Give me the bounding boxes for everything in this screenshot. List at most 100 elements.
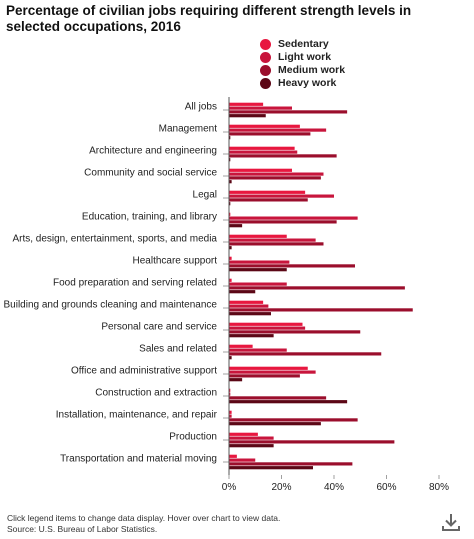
- bar-sedentary-building-and-grounds-cleaning-and-maintenance[interactable]: [229, 300, 264, 304]
- legend-label-sedentary: Sedentary: [278, 38, 329, 50]
- legend: Sedentary Light work Medium work Heavy w…: [260, 38, 345, 90]
- category-label-construction-and-extraction: Construction and extraction: [95, 388, 217, 399]
- bar-medium-work-architecture-and-engineering[interactable]: [229, 154, 337, 158]
- category-label-healthcare-support: Healthcare support: [133, 256, 218, 267]
- bar-light-work-education-training-and-library[interactable]: [229, 216, 358, 220]
- bar-medium-work-food-preparation-and-serving-related[interactable]: [229, 286, 405, 290]
- bar-light-work-building-and-grounds-cleaning-and-maintenance[interactable]: [229, 304, 269, 308]
- bar-heavy-work-transportation-and-material-moving[interactable]: [229, 466, 313, 470]
- bar-heavy-work-personal-care-and-service[interactable]: [229, 334, 274, 338]
- bar-heavy-work-construction-and-extraction[interactable]: [229, 400, 348, 404]
- bar-light-work-production[interactable]: [229, 436, 274, 440]
- bar-sedentary-production[interactable]: [229, 432, 258, 436]
- bar-heavy-work-food-preparation-and-serving-related[interactable]: [229, 290, 256, 294]
- bar-heavy-work-building-and-grounds-cleaning-and-maintenance[interactable]: [229, 312, 271, 316]
- bar-light-work-arts-design-entertainment-sports-and-media[interactable]: [229, 238, 316, 242]
- x-tick-label: 80%: [429, 482, 449, 493]
- category-label-production: Production: [169, 432, 217, 443]
- legend-label-medium-work: Medium work: [278, 64, 346, 76]
- bar-medium-work-education-training-and-library[interactable]: [229, 220, 337, 224]
- bar-sedentary-management[interactable]: [229, 124, 300, 128]
- bar-heavy-work-sales-and-related[interactable]: [229, 356, 232, 360]
- category-label-office-and-administrative-support: Office and administrative support: [71, 366, 217, 377]
- bar-sedentary-arts-design-entertainment-sports-and-media[interactable]: [229, 234, 287, 238]
- bar-heavy-work-office-and-administrative-support[interactable]: [229, 378, 243, 382]
- bar-light-work-healthcare-support[interactable]: [229, 260, 290, 264]
- bar-heavy-work-architecture-and-engineering[interactable]: [229, 158, 231, 162]
- bar-light-work-food-preparation-and-serving-related[interactable]: [229, 282, 287, 286]
- bar-medium-work-office-and-administrative-support[interactable]: [229, 374, 300, 378]
- category-label-installation-maintenance-and-repair: Installation, maintenance, and repair: [56, 410, 218, 421]
- bar-sedentary-construction-and-extraction[interactable]: [229, 388, 231, 392]
- category-label-transportation-and-material-moving: Transportation and material moving: [60, 454, 217, 465]
- x-tick-label: 0%: [222, 482, 237, 493]
- bar-medium-work-management[interactable]: [229, 132, 311, 136]
- bar-sedentary-all-jobs[interactable]: [229, 102, 264, 106]
- bar-medium-work-sales-and-related[interactable]: [229, 352, 382, 356]
- bar-light-work-management[interactable]: [229, 128, 327, 132]
- bar-medium-work-installation-maintenance-and-repair[interactable]: [229, 418, 358, 422]
- footer-source: Source: U.S. Bureau of Labor Statistics.: [7, 524, 158, 534]
- bar-light-work-architecture-and-engineering[interactable]: [229, 150, 298, 154]
- bar-light-work-sales-and-related[interactable]: [229, 348, 287, 352]
- category-label-food-preparation-and-serving-related: Food preparation and serving related: [53, 278, 217, 289]
- category-label-personal-care-and-service: Personal care and service: [101, 322, 217, 333]
- legend-swatch-heavy-work: [260, 77, 271, 89]
- legend-item-sedentary[interactable]: Sedentary: [260, 38, 345, 50]
- category-label-legal: Legal: [193, 190, 217, 201]
- legend-swatch-medium-work: [260, 64, 271, 76]
- x-tick-label: 40%: [324, 482, 344, 493]
- bar-light-work-transportation-and-material-moving[interactable]: [229, 458, 256, 462]
- category-label-all-jobs: All jobs: [185, 102, 217, 113]
- category-label-management: Management: [159, 124, 218, 135]
- bar-sedentary-installation-maintenance-and-repair[interactable]: [229, 410, 232, 414]
- bar-medium-work-community-and-social-service[interactable]: [229, 176, 321, 180]
- bar-sedentary-food-preparation-and-serving-related[interactable]: [229, 278, 232, 282]
- legend-item-heavy-work[interactable]: Heavy work: [260, 77, 345, 89]
- x-tick-label: 20%: [271, 482, 291, 493]
- bar-sedentary-education-training-and-library[interactable]: [229, 212, 231, 216]
- bar-light-work-community-and-social-service[interactable]: [229, 172, 324, 176]
- bar-light-work-all-jobs[interactable]: [229, 106, 292, 110]
- download-icon[interactable]: [440, 511, 462, 533]
- bar-heavy-work-community-and-social-service[interactable]: [229, 180, 232, 184]
- legend-item-medium-work[interactable]: Medium work: [260, 64, 345, 76]
- bar-heavy-work-legal[interactable]: [229, 202, 231, 206]
- bar-sedentary-personal-care-and-service[interactable]: [229, 322, 303, 326]
- legend-label-heavy-work: Heavy work: [278, 77, 337, 89]
- bar-medium-work-healthcare-support[interactable]: [229, 264, 355, 268]
- bar-heavy-work-management[interactable]: [229, 136, 231, 140]
- bar-light-work-personal-care-and-service[interactable]: [229, 326, 306, 330]
- category-label-arts-design-entertainment-sports-and-media: Arts, design, entertainment, sports, and…: [12, 234, 217, 245]
- bar-heavy-work-all-jobs[interactable]: [229, 114, 266, 118]
- bar-medium-work-construction-and-extraction[interactable]: [229, 396, 327, 400]
- bar-light-work-installation-maintenance-and-repair[interactable]: [229, 414, 232, 418]
- bar-sedentary-sales-and-related[interactable]: [229, 344, 253, 348]
- bar-sedentary-legal[interactable]: [229, 190, 306, 194]
- bar-heavy-work-installation-maintenance-and-repair[interactable]: [229, 422, 321, 426]
- bar-light-work-office-and-administrative-support[interactable]: [229, 370, 316, 374]
- bar-medium-work-personal-care-and-service[interactable]: [229, 330, 361, 334]
- bar-medium-work-legal[interactable]: [229, 198, 308, 202]
- bar-sedentary-healthcare-support[interactable]: [229, 256, 232, 260]
- bar-sedentary-office-and-administrative-support[interactable]: [229, 366, 308, 370]
- bar-medium-work-transportation-and-material-moving[interactable]: [229, 462, 353, 466]
- chart-title: Percentage of civilian jobs requiring di…: [6, 3, 412, 34]
- legend-item-light-work[interactable]: Light work: [260, 51, 345, 63]
- legend-label-light-work: Light work: [278, 51, 332, 63]
- bar-sedentary-transportation-and-material-moving[interactable]: [229, 454, 237, 458]
- bar-medium-work-building-and-grounds-cleaning-and-maintenance[interactable]: [229, 308, 413, 312]
- bar-medium-work-production[interactable]: [229, 440, 395, 444]
- bar-heavy-work-production[interactable]: [229, 444, 274, 448]
- bar-medium-work-all-jobs[interactable]: [229, 110, 348, 114]
- bar-sedentary-architecture-and-engineering[interactable]: [229, 146, 295, 150]
- bar-heavy-work-arts-design-entertainment-sports-and-media[interactable]: [229, 246, 232, 250]
- bar-light-work-legal[interactable]: [229, 194, 334, 198]
- bar-heavy-work-healthcare-support[interactable]: [229, 268, 287, 272]
- category-label-community-and-social-service: Community and social service: [84, 168, 217, 179]
- bar-heavy-work-education-training-and-library[interactable]: [229, 224, 243, 228]
- bar-light-work-construction-and-extraction[interactable]: [229, 392, 231, 396]
- bar-chart[interactable]: All jobs Management Architecture and engin…: [0, 0, 474, 500]
- bar-medium-work-arts-design-entertainment-sports-and-media[interactable]: [229, 242, 324, 246]
- bar-sedentary-community-and-social-service[interactable]: [229, 168, 292, 172]
